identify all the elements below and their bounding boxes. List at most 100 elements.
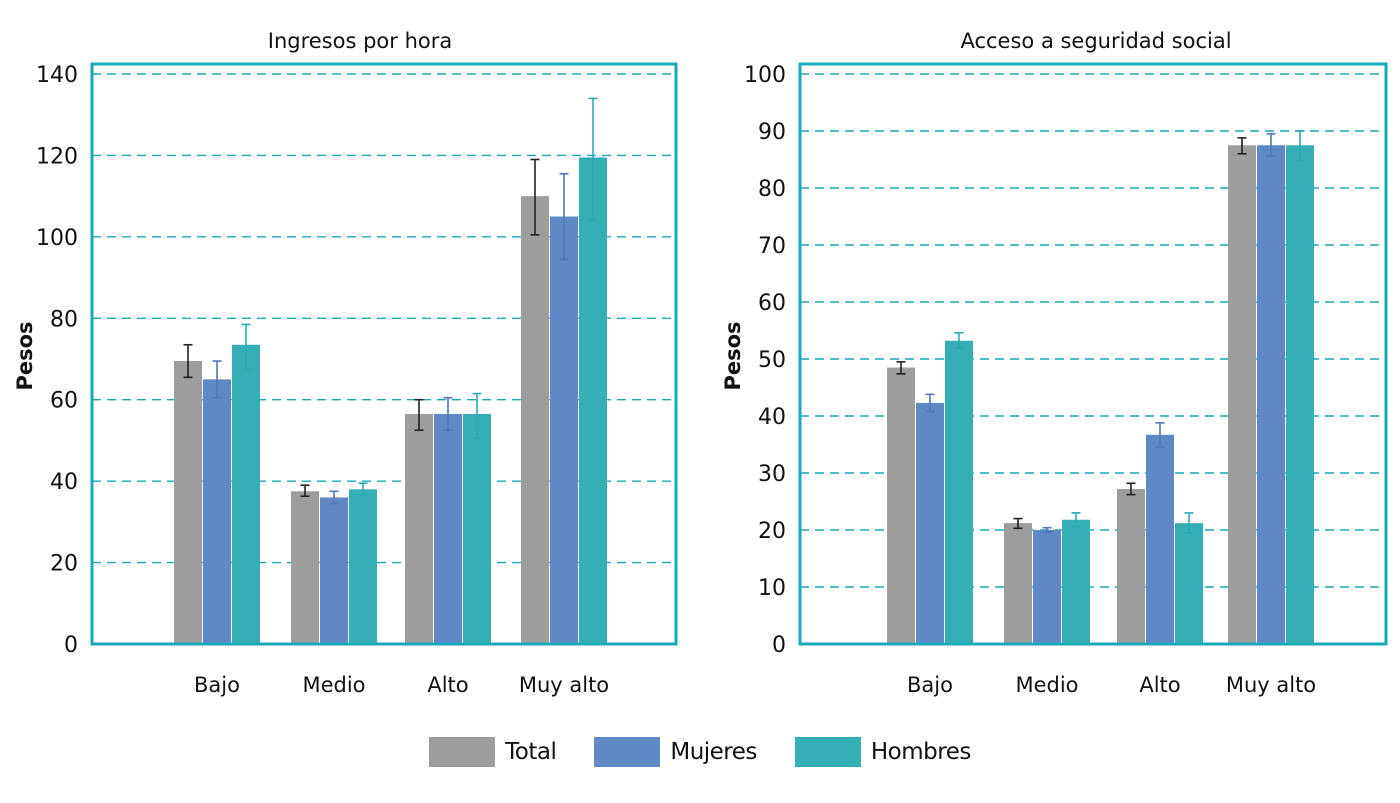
legend-item-total: Total (429, 737, 557, 767)
x-tick-label-left-2: Alto (427, 673, 468, 697)
error-bar-left-hombres-3 (588, 97, 598, 222)
bar-right-mujeres-1 (1033, 530, 1061, 644)
error-bars-left (183, 97, 598, 505)
bar-left-hombres-3 (579, 157, 607, 644)
y-tick-label-right-30: 30 (758, 462, 786, 487)
error-bar-right-total-1 (1013, 517, 1023, 530)
error-bar-left-total-2 (414, 398, 424, 432)
y-tick-label-right-40: 40 (758, 405, 786, 430)
y-axis-label-left: Pesos (13, 321, 37, 390)
error-bar-right-hombres-3 (1295, 130, 1305, 162)
bar-left-mujeres-3 (550, 216, 578, 644)
error-bar-left-hombres-2 (472, 392, 482, 440)
plot-frame-left (90, 62, 678, 646)
error-bar-left-mujeres-2 (443, 396, 453, 432)
bar-left-hombres-2 (463, 413, 491, 644)
bar-right-total-1 (1004, 523, 1032, 644)
error-bar-left-hombres-0 (241, 323, 251, 370)
legend-label-total: Total (505, 739, 557, 765)
bar-left-mujeres-0 (203, 379, 231, 644)
error-bar-right-total-2 (1126, 482, 1136, 496)
y-tick-label-right-90: 90 (758, 120, 786, 145)
y-tick-label-left-80: 80 (50, 307, 78, 332)
legend: Total Mujeres Hombres (0, 730, 1400, 774)
y-tick-label-left-20: 20 (50, 552, 78, 577)
bar-right-hombres-0 (945, 340, 973, 644)
chart-title-left: Ingresos por hora (268, 29, 452, 53)
x-ticks-left: Bajo Medio Alto Muy alto (194, 673, 609, 697)
error-bar-right-hombres-1 (1071, 512, 1081, 528)
y-tick-label-right-100: 100 (744, 63, 786, 88)
x-tick-label-right-3: Muy alto (1226, 673, 1316, 697)
legend-label-mujeres: Mujeres (670, 739, 757, 765)
y-axis-label-right: Pesos (721, 321, 745, 390)
error-bar-right-hombres-2 (1184, 512, 1194, 534)
x-ticks-right: Bajo Medio Alto Muy alto (907, 673, 1316, 697)
bar-right-mujeres-2 (1146, 434, 1174, 644)
bar-left-mujeres-1 (320, 497, 348, 644)
y-tick-label-left-120: 120 (36, 144, 78, 169)
x-tick-label-left-3: Muy alto (519, 673, 609, 697)
y-tick-label-left-60: 60 (50, 389, 78, 414)
y-tick-label-right-80: 80 (758, 177, 786, 202)
legend-swatch-hombres (794, 737, 861, 767)
y-tick-label-left-40: 40 (50, 470, 78, 495)
chart-panel-right: Acceso a seguridad social Pesos 0 10 20 30 4… (721, 29, 1388, 697)
bar-right-total-3 (1228, 145, 1256, 644)
plot-frame-right (798, 62, 1388, 646)
x-tick-label-right-0: Bajo (907, 673, 953, 697)
x-tick-label-right-1: Medio (1015, 673, 1078, 697)
y-tick-label-left-140: 140 (36, 63, 78, 88)
error-bar-left-mujeres-3 (559, 172, 569, 261)
bar-right-mujeres-0 (916, 402, 944, 644)
bar-right-mujeres-3 (1257, 145, 1285, 644)
error-bar-right-mujeres-3 (1266, 133, 1276, 157)
error-bar-left-total-0 (183, 343, 193, 379)
x-tick-label-right-2: Alto (1139, 673, 1180, 697)
bar-right-total-2 (1117, 488, 1145, 644)
bar-right-hombres-2 (1175, 523, 1203, 644)
error-bar-right-total-0 (896, 361, 906, 375)
error-bar-left-hombres-1 (358, 482, 368, 497)
y-tick-label-right-60: 60 (758, 291, 786, 316)
legend-swatch-mujeres (594, 737, 661, 767)
y-tick-label-right-10: 10 (758, 576, 786, 601)
error-bar-left-total-1 (300, 484, 310, 498)
y-tick-label-right-70: 70 (758, 234, 786, 259)
bar-right-hombres-1 (1062, 519, 1090, 644)
legend-item-mujeres: Mujeres (594, 737, 757, 767)
x-tick-label-left-0: Bajo (194, 673, 240, 697)
error-bar-left-mujeres-1 (329, 490, 339, 505)
bars-right (887, 145, 1314, 644)
y-ticks-right: 0 10 20 30 40 50 60 70 80 90 100 (744, 63, 786, 658)
x-tick-label-left-1: Medio (302, 673, 365, 697)
chart-panel-left: Ingresos por hora Pesos 0 20 40 60 80 100 120 1… (13, 29, 678, 697)
error-bar-right-mujeres-2 (1155, 422, 1165, 449)
bar-right-total-0 (887, 367, 915, 644)
error-bar-right-mujeres-1 (1042, 526, 1052, 534)
charts-canvas: Ingresos por hora Pesos 0204060801001201… (13, 29, 1388, 697)
bar-left-total-1 (291, 491, 319, 644)
bar-left-mujeres-2 (434, 413, 462, 644)
chart-title-right: Acceso a seguridad social (960, 29, 1231, 53)
error-bar-right-hombres-0 (954, 331, 964, 349)
bar-left-hombres-0 (232, 344, 260, 644)
bar-left-total-2 (405, 413, 433, 644)
bar-left-total-0 (174, 361, 202, 644)
legend-label-hombres: Hombres (870, 739, 971, 765)
error-bar-left-mujeres-0 (212, 360, 222, 399)
y-ticks-left: 0 20 40 60 80 100 120 140 (36, 63, 78, 658)
bar-left-hombres-1 (349, 489, 377, 644)
legend-item-hombres: Hombres (794, 737, 971, 767)
y-tick-label-right-50: 50 (758, 348, 786, 373)
bar-left-total-3 (521, 196, 549, 644)
y-tick-label-left-0: 0 (64, 633, 78, 658)
bar-right-hombres-3 (1286, 145, 1314, 644)
error-bar-left-total-3 (530, 158, 540, 236)
y-tick-label-right-0: 0 (772, 633, 786, 658)
legend-swatch-total (429, 737, 496, 767)
bars-left (174, 157, 607, 644)
error-bars-right (896, 130, 1305, 534)
y-tick-label-right-20: 20 (758, 519, 786, 544)
error-bar-right-total-3 (1237, 137, 1247, 155)
